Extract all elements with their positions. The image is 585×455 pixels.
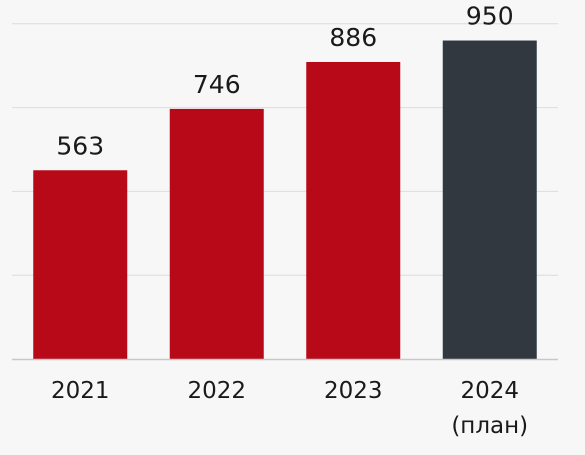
value-label-2023: 886 [329, 23, 377, 52]
tick-label-2021: 2021 [51, 378, 110, 404]
value-labels: 563 746 886 950 [56, 2, 513, 161]
bar-2022 [169, 108, 264, 359]
bar-2024 [442, 40, 537, 360]
bars [33, 40, 537, 360]
tick-sublabel-2024: (план) [451, 413, 528, 439]
value-label-2022: 746 [193, 70, 241, 99]
tick-label-2024: 2024 [460, 378, 519, 404]
bar-2021 [33, 170, 128, 359]
value-label-2021: 563 [56, 131, 104, 160]
x-axis-ticks: 2021 2022 2023 2024 (план) [51, 378, 528, 439]
tick-label-2023: 2023 [324, 378, 383, 404]
bar-2023 [306, 61, 401, 360]
value-label-2024: 950 [466, 2, 514, 31]
tick-label-2022: 2022 [187, 378, 246, 404]
